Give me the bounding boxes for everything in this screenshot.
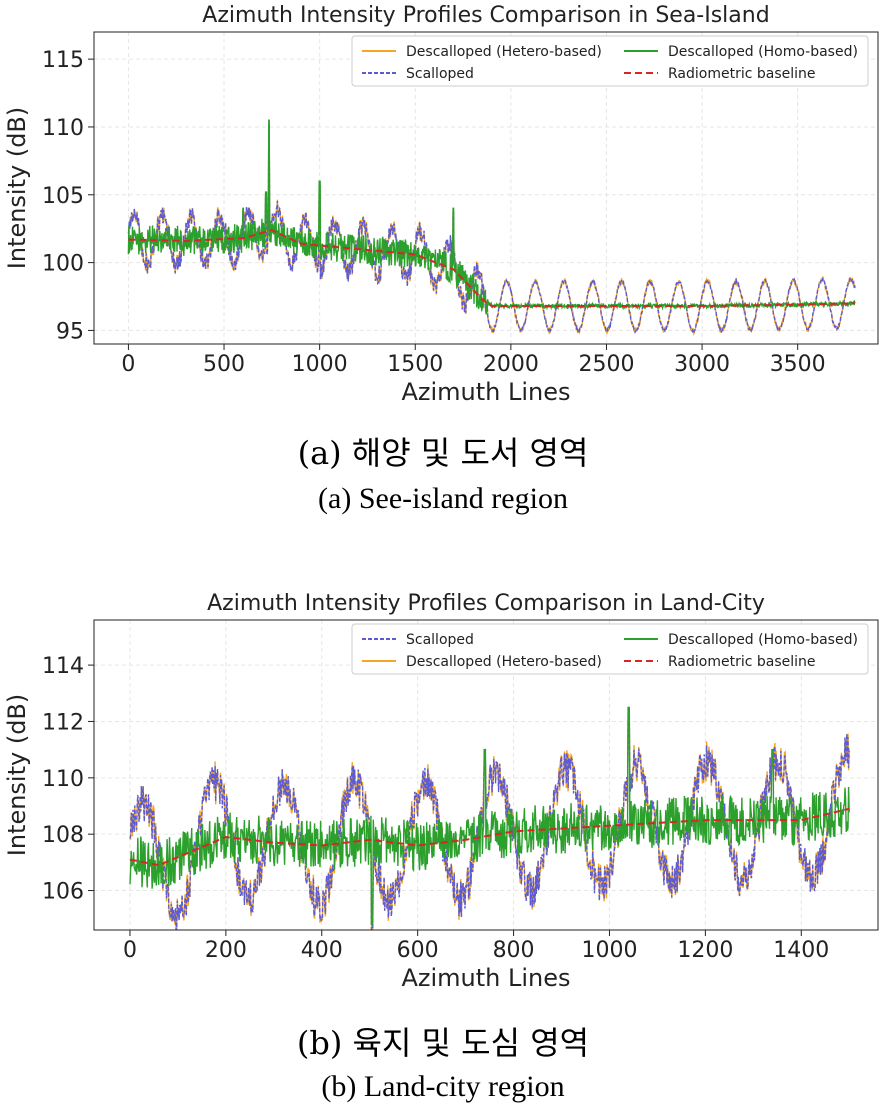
x-tick-label: 1200	[677, 938, 733, 963]
x-axis-label: Azimuth Lines	[401, 964, 570, 992]
chart-land-city: Azimuth Intensity Profiles Comparison in…	[0, 588, 886, 1000]
caption-a-korean: (a) 해양 및 도서 영역	[297, 434, 589, 472]
legend-label-hetero: Descalloped (Hetero-based)	[406, 654, 602, 670]
y-tick-label: 110	[42, 116, 84, 141]
y-axis-label: Intensity (dB)	[3, 107, 31, 270]
x-tick-label: 0	[123, 938, 137, 963]
x-tick-label: 2000	[483, 352, 539, 377]
x-tick-label: 400	[301, 938, 343, 963]
y-tick-label: 106	[42, 880, 84, 905]
series-line-homo	[129, 706, 850, 926]
legend-label-baseline: Radiometric baseline	[668, 654, 816, 670]
series-line-scalloped	[127, 123, 856, 335]
x-tick-label: 1500	[387, 352, 443, 377]
caption-b-korean: (b) 육지 및 도심 영역	[296, 1024, 590, 1062]
y-tick-label: 108	[42, 823, 84, 848]
y-tick-label: 110	[42, 767, 84, 792]
x-tick-label: 2500	[578, 352, 634, 377]
series-line-baseline	[128, 229, 856, 307]
caption-b-english: (b) Land-city region	[321, 1070, 565, 1103]
x-tick-label: 3500	[770, 352, 826, 377]
x-tick-label: 1400	[773, 938, 829, 963]
y-tick-label: 105	[42, 184, 84, 209]
series-group	[127, 119, 856, 336]
axes-frame	[93, 31, 879, 345]
y-axis-label: Intensity (dB)	[3, 694, 31, 857]
legend-label-scalloped: Scalloped	[406, 66, 474, 82]
x-tick-label: 1000	[292, 352, 348, 377]
legend-label-scalloped: Scalloped	[406, 632, 474, 648]
x-tick-label: 600	[397, 938, 439, 963]
x-tick-label: 1000	[581, 938, 637, 963]
x-tick-label: 0	[121, 352, 135, 377]
y-tick-label: 95	[56, 319, 84, 344]
chart-land-city-svg: Azimuth Intensity Profiles Comparison in…	[3, 591, 879, 992]
y-tick-label: 114	[42, 654, 84, 679]
legend-label-homo: Descalloped (Homo-based)	[668, 44, 858, 60]
chart-sea-island-svg: Azimuth Intensity Profiles Comparison in…	[3, 3, 879, 406]
chart-sea-island: Azimuth Intensity Profiles Comparison in…	[0, 0, 886, 412]
chart-title: Azimuth Intensity Profiles Comparison in…	[207, 591, 765, 616]
y-tick-label: 100	[42, 252, 84, 277]
legend-box	[351, 623, 869, 675]
series-group	[129, 706, 850, 930]
y-tick-label: 115	[42, 48, 84, 73]
x-tick-label: 200	[205, 938, 247, 963]
x-axis-label: Azimuth Lines	[401, 378, 570, 406]
series-line-scalloped	[129, 717, 850, 930]
x-tick-label: 3000	[674, 352, 730, 377]
axes-frame	[93, 619, 879, 931]
legend-box	[351, 35, 869, 87]
x-tick-label: 500	[203, 352, 245, 377]
legend-label-homo: Descalloped (Homo-based)	[668, 632, 858, 648]
legend-label-baseline: Radiometric baseline	[668, 66, 816, 82]
caption-a-english: (a) See-island region	[318, 482, 568, 515]
series-line-baseline	[129, 807, 850, 867]
x-tick-label: 800	[493, 938, 535, 963]
legend-label-hetero: Descalloped (Hetero-based)	[406, 44, 602, 60]
y-tick-label: 112	[42, 710, 84, 735]
chart-title: Azimuth Intensity Profiles Comparison in…	[202, 3, 769, 28]
